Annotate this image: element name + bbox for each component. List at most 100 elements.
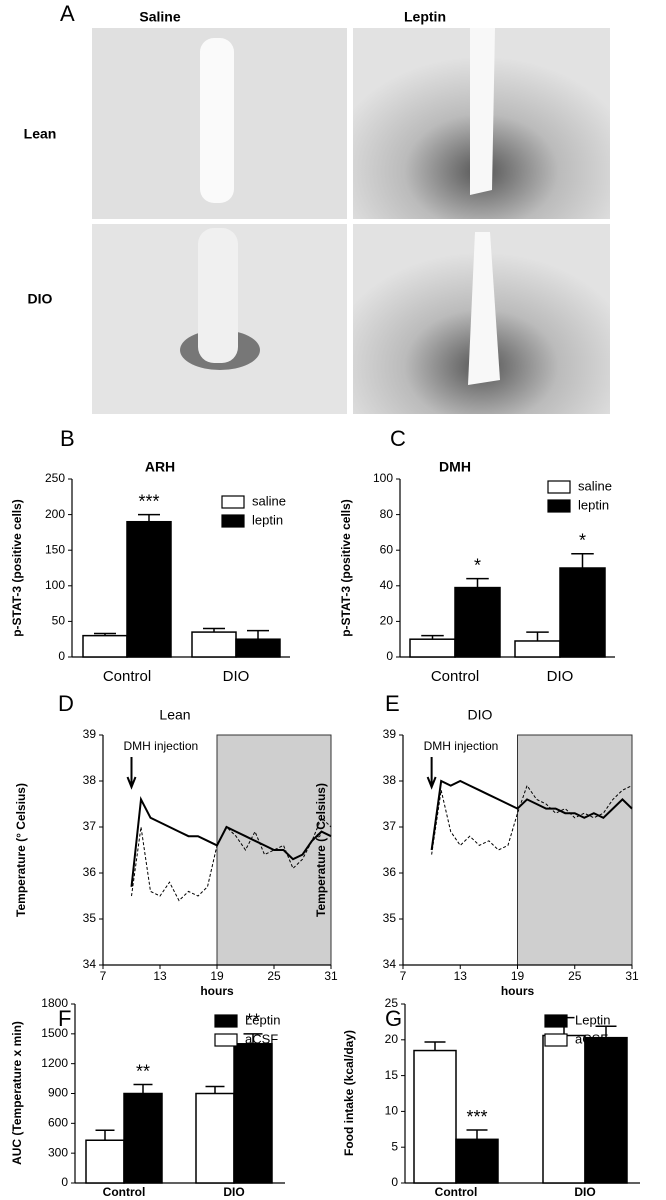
bar [542, 1034, 586, 1184]
y-tick-label: 36 [83, 865, 97, 879]
bar [235, 638, 281, 658]
y-axis-label: AUC (Temperature x min) [10, 1021, 24, 1165]
y-tick-label: 0 [58, 649, 65, 663]
y-tick-label: 40 [380, 578, 394, 592]
ventricle [470, 28, 495, 195]
error-bar [133, 1083, 153, 1094]
x-tick-label: 13 [153, 969, 167, 983]
significance-label: * [474, 555, 481, 575]
annotation: DMH injection [424, 739, 499, 753]
legend-swatch [214, 1033, 238, 1047]
legend-label: Leptin [575, 1012, 610, 1027]
line [431, 784, 633, 855]
x-tick-label: DIO [574, 1185, 595, 1199]
x-tick-label: 31 [625, 969, 639, 983]
bar [233, 1043, 273, 1184]
legend-label: aCSF [575, 1031, 608, 1046]
y-tick-label: 250 [45, 471, 65, 485]
legend-swatch [544, 1014, 568, 1028]
y-tick-label: 1500 [41, 1026, 68, 1040]
y-tick-label: 36 [383, 865, 397, 879]
legend-swatch [547, 480, 571, 494]
y-tick-label: 1200 [41, 1056, 68, 1070]
y-tick-label: 150 [45, 542, 65, 556]
bar [123, 1092, 163, 1184]
error-bar [95, 1129, 115, 1141]
y-tick-label: 300 [48, 1145, 68, 1159]
bar [409, 638, 456, 658]
y-tick-label: 600 [48, 1116, 68, 1130]
error-bar [595, 1025, 617, 1038]
bar [126, 520, 172, 658]
chart-title: ARH [145, 459, 175, 475]
y-tick-label: 38 [83, 773, 97, 787]
panel-label: G [385, 1006, 402, 1031]
annotation-arrow [126, 757, 137, 790]
annotation-arrow [426, 757, 437, 790]
error-bar [466, 1129, 488, 1140]
y-tick-label: 39 [383, 727, 397, 741]
y-tick-label: 0 [61, 1175, 68, 1189]
y-tick-label: 10 [385, 1104, 399, 1118]
panel-label: D [58, 691, 74, 716]
y-tick-label: 37 [83, 819, 97, 833]
bar [82, 634, 128, 658]
column-label: Saline [139, 9, 180, 25]
x-tick-label: DIO [223, 1185, 244, 1199]
x-tick-label: DIO [547, 668, 574, 685]
bar [584, 1036, 628, 1184]
y-axis-label: Food intake (kcal/day) [342, 1030, 356, 1156]
y-tick-label: 0 [391, 1175, 398, 1189]
bar [85, 1139, 125, 1184]
bar [191, 631, 237, 658]
micrographs [92, 28, 610, 414]
y-tick-label: 34 [383, 957, 397, 971]
panel-label: F [58, 1006, 71, 1031]
legend-swatch [547, 499, 571, 513]
significance-label: *** [138, 491, 159, 511]
legend-label: leptin [252, 512, 283, 527]
ventricle [468, 232, 500, 385]
error-bar [421, 634, 444, 640]
error-bar [138, 513, 160, 522]
y-axis-label: Temperature (° Celsius) [314, 783, 328, 917]
legend-label: saline [578, 478, 612, 493]
x-tick-label: Control [435, 1185, 478, 1199]
x-axis-label: hours [200, 984, 234, 998]
chart-title: DIO [468, 707, 493, 723]
significance-label: *** [466, 1107, 487, 1127]
significance-label: * [579, 531, 586, 551]
x-tick-label: 19 [210, 969, 224, 983]
significance-label: ** [136, 1061, 150, 1081]
error-bar [203, 627, 225, 633]
error-bar [243, 1033, 263, 1044]
y-tick-label: 100 [373, 471, 393, 485]
bar [559, 567, 606, 658]
ventricle [200, 38, 234, 203]
y-tick-label: 35 [83, 911, 97, 925]
x-tick-label: Control [103, 668, 151, 685]
column-label: Leptin [404, 9, 446, 25]
y-tick-label: 0 [386, 649, 393, 663]
legend-swatch [221, 514, 245, 528]
x-tick-label: 13 [454, 969, 468, 983]
error-bar [526, 631, 549, 641]
y-tick-label: 60 [380, 542, 394, 556]
y-tick-label: 25 [385, 996, 399, 1010]
y-axis-label: p-STAT-3 (positive cells) [339, 499, 353, 637]
y-tick-label: 5 [391, 1139, 398, 1153]
panel-label: C [390, 426, 406, 451]
x-tick-label: 25 [568, 969, 582, 983]
x-tick-label: Control [103, 1185, 146, 1199]
legend-label: saline [252, 493, 286, 508]
legend-swatch [544, 1033, 568, 1047]
legend-swatch [221, 495, 245, 509]
line [430, 779, 633, 851]
bar [195, 1092, 235, 1184]
x-tick-label: 19 [511, 969, 525, 983]
panel-label: B [60, 426, 75, 451]
y-tick-label: 39 [83, 727, 97, 741]
error-bar [94, 632, 116, 636]
bar [514, 640, 561, 658]
error-bar [424, 1041, 446, 1051]
